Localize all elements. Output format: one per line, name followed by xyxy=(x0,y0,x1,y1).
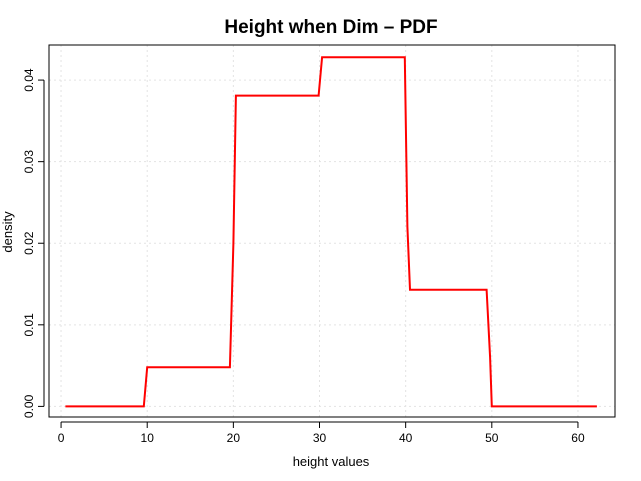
pdf-series-line xyxy=(65,56,597,408)
x-tick-label: 40 xyxy=(399,431,413,445)
x-tick-label: 60 xyxy=(571,431,585,445)
y-axis: 0.00 0.01 0.02 0.03 0.04 xyxy=(22,68,45,418)
chart-title: Height when Dim – PDF xyxy=(224,17,437,38)
y-tick-label: 0.01 xyxy=(22,313,36,337)
y-axis-label: density xyxy=(0,211,15,253)
x-tick-label: 10 xyxy=(141,431,155,445)
x-axis: 0 10 20 30 40 50 60 xyxy=(58,421,585,445)
x-tick-label: 30 xyxy=(313,431,327,445)
y-tick-label: 0.02 xyxy=(22,231,36,255)
plot-frame xyxy=(48,44,616,418)
series-layer xyxy=(65,56,597,408)
y-tick-label: 0.04 xyxy=(22,68,36,92)
y-tick-label: 0.00 xyxy=(22,394,36,418)
x-tick-label: 20 xyxy=(227,431,241,445)
x-tick-label: 50 xyxy=(485,431,499,445)
x-tick-label: 0 xyxy=(58,431,65,445)
y-tick-label: 0.03 xyxy=(22,150,36,174)
x-axis-label: height values xyxy=(293,454,370,469)
grid xyxy=(49,45,615,417)
